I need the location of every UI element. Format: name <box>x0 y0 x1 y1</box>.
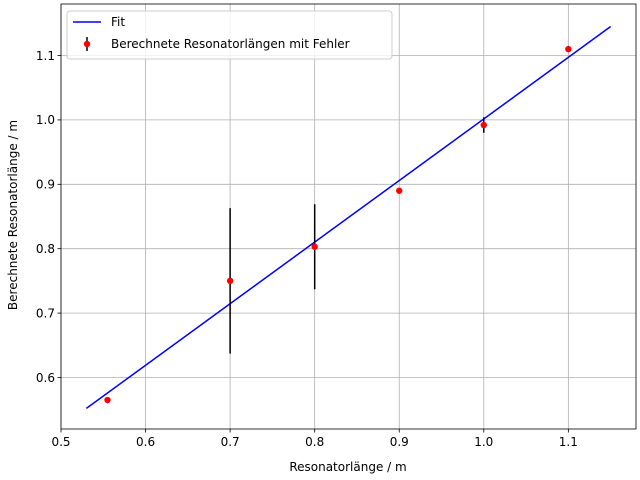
legend: Fit Berechnete Resonatorlängen mit Fehle… <box>66 10 393 60</box>
y-tick-label: 1.0 <box>36 113 55 127</box>
legend-fit-label: Fit <box>111 15 125 29</box>
plot-data <box>85 25 612 410</box>
x-tick-label: 0.8 <box>305 435 324 449</box>
y-tick-label: 0.7 <box>36 306 55 320</box>
x-tick-label: 0.9 <box>390 435 409 449</box>
legend-data-label: Berechnete Resonatorlängen mit Fehler <box>111 37 350 51</box>
y-axis-label: Berechnete Resonatorlänge / m <box>6 120 20 310</box>
x-tick-label: 0.5 <box>51 435 70 449</box>
x-tick-label: 1.1 <box>559 435 578 449</box>
data-point <box>396 187 403 194</box>
x-tick-label: 0.7 <box>221 435 240 449</box>
fit-line <box>85 25 612 410</box>
legend-marker-swatch <box>83 40 91 48</box>
data-point <box>226 277 234 285</box>
x-axis-label: Resonatorlänge / m <box>289 460 406 474</box>
y-tick-label: 0.8 <box>36 242 55 256</box>
x-tick-label: 0.6 <box>136 435 155 449</box>
data-point <box>104 396 111 404</box>
y-tick-label: 1.1 <box>36 49 55 63</box>
legend-box <box>66 10 393 60</box>
y-tick-label: 0.6 <box>36 371 55 385</box>
axis-ticks: 0.5 0.6 0.7 0.8 0.9 1.0 1.1 0.6 0.7 0.8 0.9 1.0 1.1 <box>36 49 578 449</box>
plot-frame <box>60 3 637 430</box>
data-point <box>311 243 318 250</box>
y-tick-label: 0.9 <box>36 178 55 192</box>
x-tick-label: 1.0 <box>474 435 493 449</box>
data-point <box>480 121 487 129</box>
data-point <box>565 45 572 53</box>
